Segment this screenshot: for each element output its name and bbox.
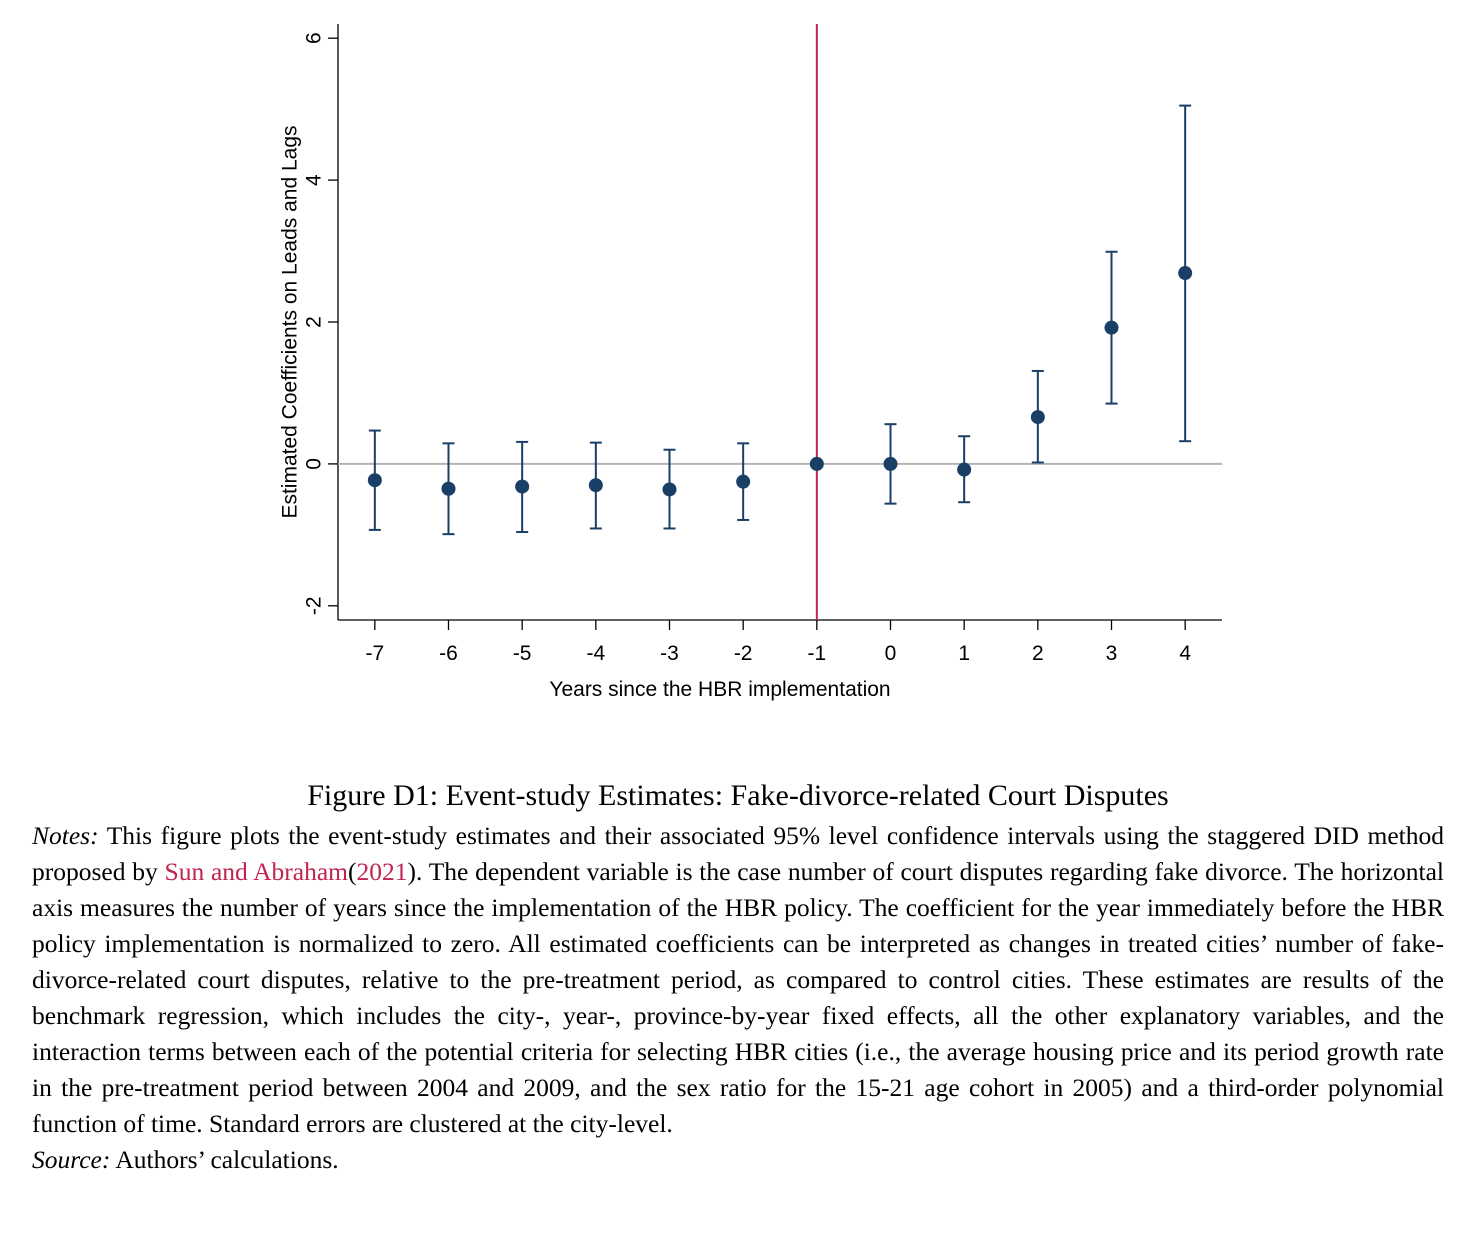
figure-source: Source: Authors’ calculations.: [32, 1142, 1444, 1178]
figure-notes: Notes: This figure plots the event-study…: [32, 818, 1444, 1142]
citation-year-link[interactable]: 2021: [356, 857, 408, 886]
estimate-point: [957, 462, 972, 477]
source-label: Source:: [32, 1145, 111, 1174]
x-tick-label: 3: [1106, 642, 1118, 665]
citation-authors-link[interactable]: Sun and Abraham: [164, 857, 349, 886]
notes-text-part2: The dependent variable is the case numbe…: [32, 857, 1445, 1138]
estimate-point: [809, 456, 824, 471]
figure-title: Figure D1: Event-study Estimates: Fake-d…: [307, 779, 1169, 812]
estimate-point: [367, 473, 382, 488]
chart-marks: [367, 104, 1193, 536]
estimate-point: [515, 479, 530, 494]
figure-caption: Figure D1: Event-study Estimates: Fake-d…: [32, 776, 1444, 1178]
x-tick-label: -3: [660, 642, 679, 665]
notes-label: Notes:: [32, 821, 99, 850]
y-tick-label: -2: [303, 596, 326, 615]
x-axis-label: Years since the HBR implementation: [549, 678, 890, 701]
x-tick-label: -5: [513, 642, 532, 665]
y-tick-label: 6: [303, 32, 326, 44]
estimate-point: [883, 456, 898, 471]
x-tick-label: -7: [365, 642, 384, 665]
y-tick-label: 0: [303, 458, 326, 470]
y-axis-label: Estimated Coefficients on Leads and Lags: [279, 125, 302, 518]
event-study-chart: -2 0 2 4 6 -7 -6 -5 -4 -3 -2 -1 0 1 2 3 4 Years since th…: [279, 24, 1222, 701]
x-tick-label: -4: [586, 642, 605, 665]
citation-open-paren: (: [348, 857, 357, 886]
estimate-point: [736, 474, 751, 489]
estimate-point: [662, 482, 677, 497]
estimate-point: [1178, 266, 1193, 281]
citation-close-paren: ).: [407, 857, 423, 886]
x-tick-label: -6: [439, 642, 458, 665]
x-tick-label: 4: [1179, 642, 1191, 665]
reference-lines: [338, 24, 1222, 620]
x-tick-label: 0: [885, 642, 897, 665]
notes-text-part1: This figure plots the event-study estima…: [32, 821, 1445, 886]
x-tick-label: 1: [958, 642, 970, 665]
estimate-point: [441, 481, 456, 496]
source-text: Authors’ calculations.: [115, 1145, 339, 1174]
chart-axes: -2 0 2 4 6 -7 -6 -5 -4 -3 -2 -1 0 1 2 3 4: [303, 24, 1222, 665]
x-tick-label: -2: [734, 642, 753, 665]
y-tick-label: 2: [303, 316, 326, 328]
x-tick-label: -1: [807, 642, 826, 665]
estimate-point: [588, 478, 603, 493]
estimate-point: [1104, 320, 1119, 335]
y-tick-label: 4: [303, 174, 326, 186]
estimate-point: [1030, 410, 1045, 425]
x-tick-label: 2: [1032, 642, 1044, 665]
